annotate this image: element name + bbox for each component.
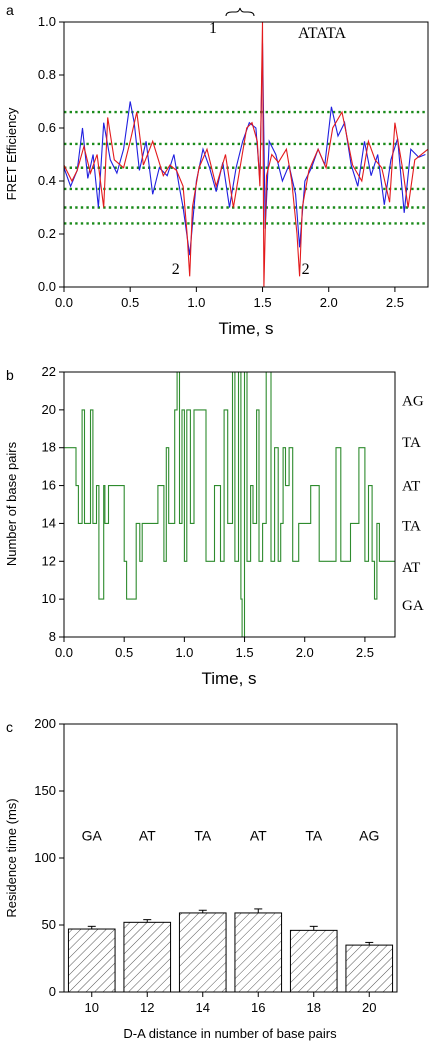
x-tick-label: 14 — [196, 1000, 210, 1015]
base-pair-label: TA — [402, 435, 421, 451]
panel-a-x-label: Time, s — [218, 319, 273, 338]
base-pair-label: AT — [402, 560, 420, 576]
x-tick-label: 10 — [85, 1000, 99, 1015]
y-tick-label: 0.6 — [38, 120, 56, 135]
panel-c-y-label: Residence time (ms) — [4, 798, 19, 917]
panel-a-letter: a — [6, 2, 14, 18]
y-tick-label: 200 — [34, 716, 56, 731]
bar — [123, 921, 172, 993]
x-tick-label: 12 — [140, 1000, 154, 1015]
x-tick-label: 0.0 — [55, 295, 73, 310]
base-pair-label: TA — [402, 518, 421, 534]
x-tick-label: 16 — [251, 1000, 265, 1015]
x-tick-label: 0.5 — [121, 295, 139, 310]
panel-a: 0.0 0.5 1.0 1.5 2.0 2.5 0.0 0.2 0.4 0.6 0.8 1.0 FRE… — [4, 7, 429, 338]
panel-b: 0.0 0.5 1.0 1.5 2.0 2.5 8 10 12 14 16 18 20 22 AG TA AT… — [4, 364, 424, 688]
y-tick-label: 16 — [42, 478, 56, 493]
x-tick-label: 2.5 — [356, 645, 374, 660]
y-tick-label: 8 — [49, 629, 56, 644]
x-tick-label: 20 — [362, 1000, 376, 1015]
panel-c-letter: c — [6, 719, 13, 735]
y-tick-label: 0.2 — [38, 226, 56, 241]
x-tick-label: 1.0 — [175, 645, 193, 660]
bar — [345, 944, 394, 993]
x-tick-label: 2.0 — [320, 295, 338, 310]
peak-brace — [225, 7, 255, 17]
bar-category-label: TA — [305, 828, 323, 844]
bar-category-label: GA — [82, 828, 103, 844]
panel-a-frame — [63, 21, 429, 288]
base-pair-label: AG — [402, 393, 424, 409]
y-tick-label: 50 — [42, 917, 56, 932]
step-trace — [64, 372, 395, 637]
x-tick-label: 18 — [307, 1000, 321, 1015]
y-tick-label: 22 — [42, 364, 56, 379]
y-tick-label: 14 — [42, 515, 56, 530]
x-tick-label: 0.0 — [55, 645, 73, 660]
panel-b-frame — [63, 371, 396, 638]
dip-marker: 2 — [172, 261, 180, 278]
base-pair-label: GA — [402, 598, 424, 614]
panel-b-x-label: Time, s — [201, 669, 256, 688]
y-tick-label: 20 — [42, 402, 56, 417]
x-tick-label: 1.0 — [187, 295, 205, 310]
y-tick-label: 150 — [34, 783, 56, 798]
peak-marker: 1 — [209, 20, 217, 37]
bar — [234, 912, 283, 993]
y-tick-label: 100 — [34, 850, 56, 865]
bar-category-label: AG — [359, 828, 379, 844]
bar-category-label: AT — [139, 828, 156, 844]
dip-marker: 2 — [302, 261, 310, 278]
panel-b-letter: b — [6, 367, 14, 383]
y-tick-label: 0.8 — [38, 67, 56, 82]
y-tick-label: 0 — [49, 984, 56, 999]
y-tick-label: 12 — [42, 553, 56, 568]
x-tick-label: 1.5 — [236, 645, 254, 660]
bar — [289, 929, 338, 993]
bar-category-label: TA — [194, 828, 212, 844]
panel-c-x-label: D-A distance in number of base pairs — [123, 1026, 337, 1041]
annotation-atata: ATATA — [298, 25, 347, 42]
y-tick-label: 10 — [42, 591, 56, 606]
x-tick-label: 2.0 — [296, 645, 314, 660]
y-tick-label: 0.4 — [38, 173, 56, 188]
red-trace — [64, 22, 428, 287]
bar — [67, 928, 116, 993]
y-tick-label: 18 — [42, 440, 56, 455]
y-tick-label: 0.0 — [38, 279, 56, 294]
panel-b-y-label: Number of base pairs — [4, 441, 19, 566]
bar-category-label: AT — [250, 828, 267, 844]
x-tick-label: 1.5 — [254, 295, 272, 310]
bar — [178, 912, 227, 993]
base-pair-label: AT — [402, 479, 420, 495]
y-tick-label: 1.0 — [38, 14, 56, 29]
x-tick-label: 2.5 — [386, 295, 404, 310]
panel-a-y-label: FRET Efficiency — [4, 107, 19, 200]
x-tick-label: 0.5 — [115, 645, 133, 660]
